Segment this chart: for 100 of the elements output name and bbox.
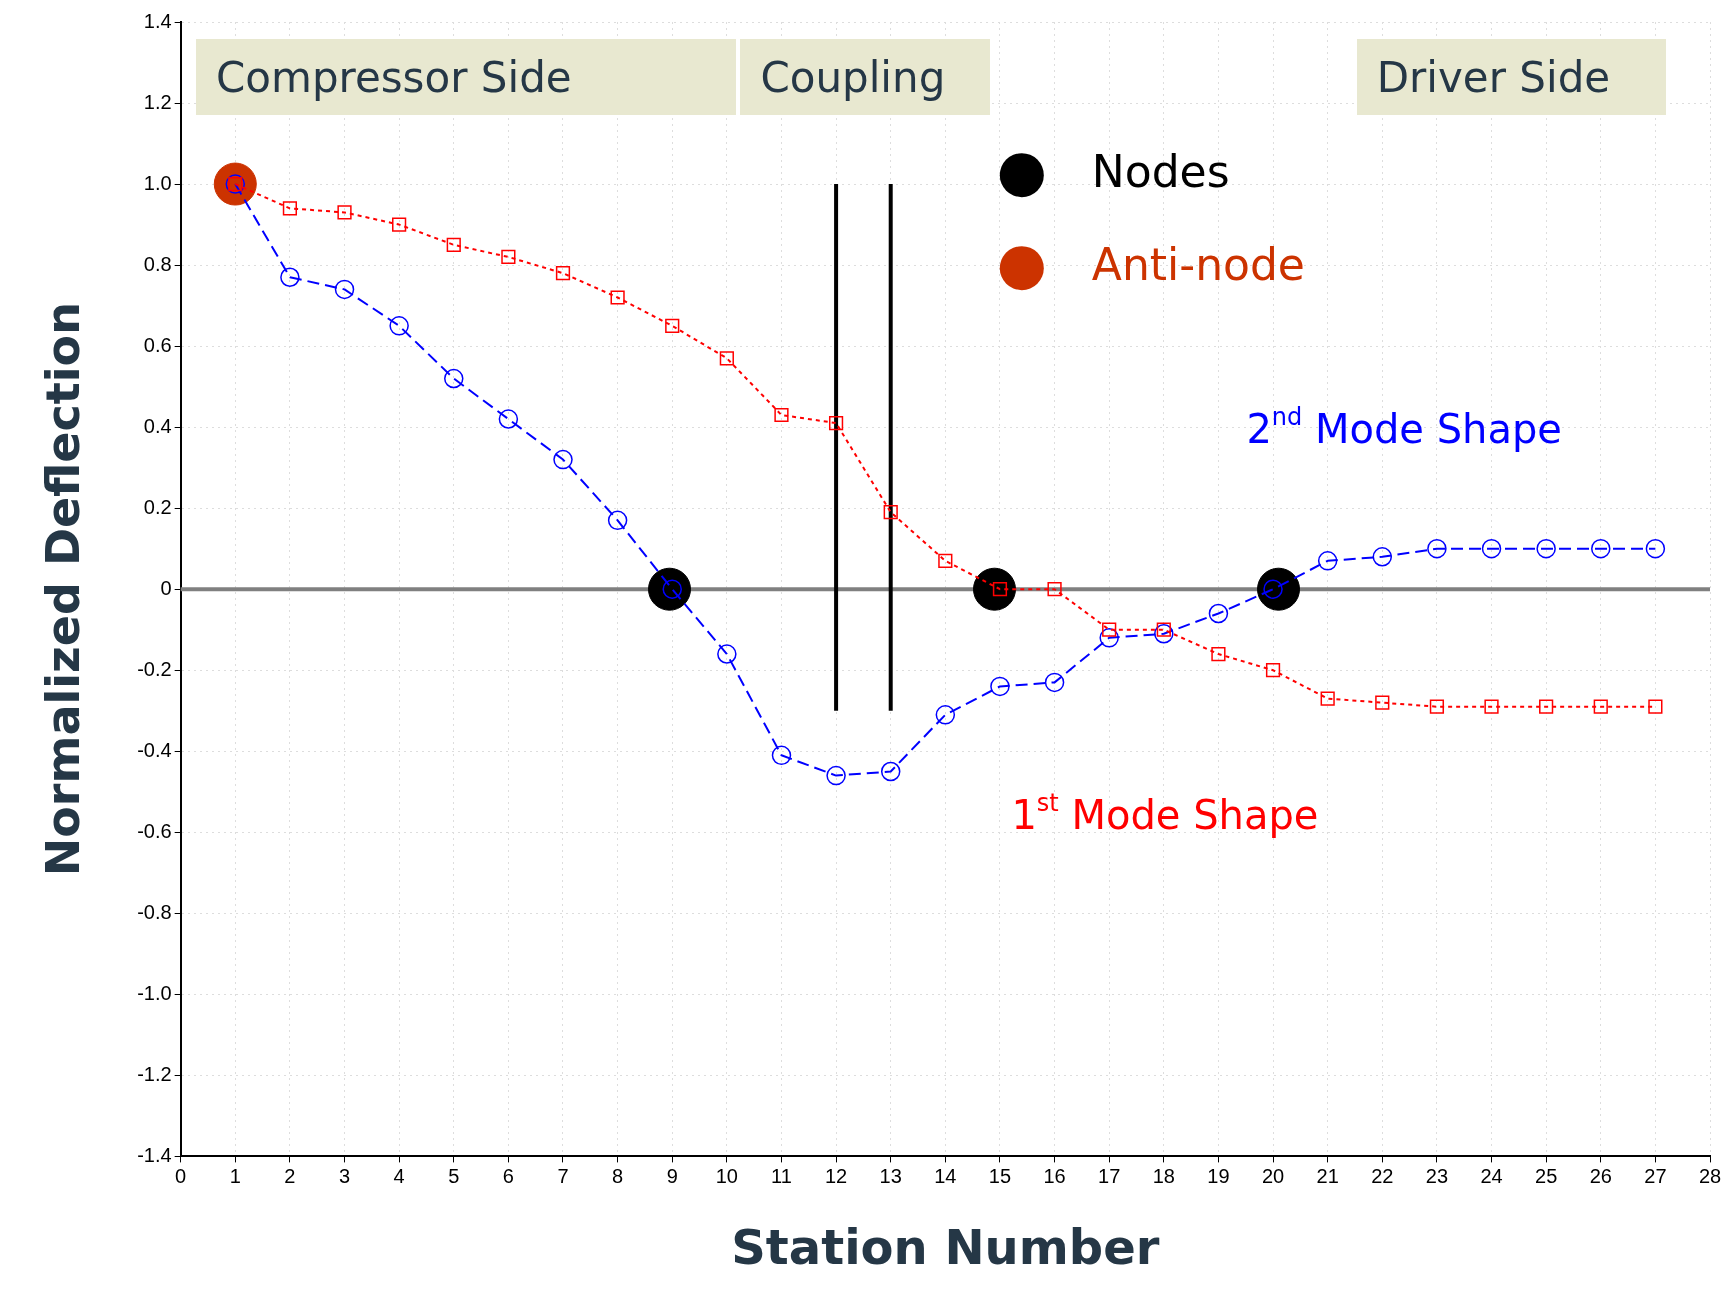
x-tick-label: 26: [1589, 1164, 1612, 1187]
x-tick-label: 0: [175, 1164, 187, 1187]
x-tick-label: 3: [338, 1164, 351, 1187]
x-tick-label: 2: [284, 1164, 296, 1187]
point: [1257, 567, 1301, 611]
x-tick-label: 14: [934, 1164, 957, 1187]
legend-label: Anti-node: [1091, 238, 1305, 290]
point: [774, 407, 789, 423]
point: [771, 745, 792, 766]
legend-label: Nodes: [1091, 145, 1230, 197]
point: [337, 205, 352, 220]
x-tick-label: 1: [229, 1164, 241, 1187]
point: [1648, 699, 1663, 714]
point: [880, 761, 901, 782]
x-tick-label: 5: [448, 1164, 460, 1187]
point: [1102, 622, 1117, 637]
y-axis-title: Normalized Deflection: [35, 302, 90, 877]
point: [610, 290, 625, 305]
point: [446, 237, 461, 252]
x-tick-label: 21: [1316, 1164, 1339, 1187]
point: [282, 201, 298, 216]
point: [334, 279, 355, 300]
point: [719, 351, 734, 366]
x-tick-label: 25: [1535, 1164, 1558, 1187]
y-tick-label: 1.0: [143, 171, 172, 194]
point: [607, 510, 628, 531]
point: [555, 266, 571, 281]
point: [444, 368, 464, 389]
y-tick-label: 0.8: [143, 252, 172, 275]
x-tick-label: 27: [1644, 1164, 1667, 1187]
point: [826, 765, 846, 786]
point: [938, 553, 953, 568]
point: [665, 318, 680, 333]
label-panel: Driver Side: [1356, 39, 1666, 115]
point: [553, 449, 573, 470]
point: [1044, 672, 1065, 693]
y-tick-label: 0.6: [143, 333, 172, 356]
x-tick-label: 17: [1098, 1164, 1121, 1187]
x-tick-label: 28: [1698, 1164, 1722, 1187]
point: [883, 505, 898, 520]
label-panel: Compressor Side: [195, 39, 736, 115]
y-tick-label: 0: [160, 576, 172, 599]
y-tick-label: -1.4: [137, 1143, 172, 1166]
point: [392, 217, 407, 232]
x-tick-label: 19: [1207, 1164, 1230, 1187]
point: [1211, 646, 1226, 662]
y-tick-label: 0.2: [143, 495, 172, 518]
annotation: Compressor Side: [215, 52, 572, 102]
point: [935, 705, 956, 725]
point: [1320, 691, 1335, 706]
point: [1591, 538, 1611, 559]
x-tick-label: 23: [1425, 1164, 1449, 1187]
point: [1047, 582, 1062, 597]
y-tick-label: -0.4: [137, 738, 172, 761]
x-tick-label: 4: [393, 1164, 405, 1187]
x-tick-label: 12: [824, 1164, 848, 1187]
y-tick-label: -0.2: [137, 657, 172, 680]
point: [990, 676, 1010, 697]
x-tick-label: 22: [1371, 1164, 1394, 1187]
y-tick-label: -1.0: [137, 981, 172, 1004]
point: [501, 249, 516, 265]
point: [1317, 551, 1338, 571]
point: [1481, 538, 1502, 559]
point: [828, 415, 844, 431]
x-axis-title: Station Number: [731, 1218, 1160, 1275]
point: [1265, 663, 1281, 678]
point: [280, 267, 300, 287]
point: [1536, 538, 1556, 559]
point: [1593, 699, 1608, 714]
x-tick-label: 20: [1261, 1164, 1285, 1187]
point: [1372, 547, 1393, 567]
point: [1484, 699, 1499, 714]
point: [717, 644, 737, 664]
x-tick-label: 16: [1043, 1164, 1066, 1187]
annotation: Coupling: [760, 52, 946, 102]
y-tick-label: -0.8: [137, 900, 172, 923]
point: [1645, 538, 1666, 559]
point: [1427, 538, 1447, 559]
x-tick-label: 11: [771, 1164, 792, 1187]
point: [972, 567, 1016, 611]
point: [1429, 699, 1445, 714]
x-tick-label: 10: [715, 1164, 738, 1187]
point: [1099, 628, 1119, 648]
x-tick-label: 18: [1152, 1164, 1175, 1187]
y-tick-label: 1.2: [143, 90, 172, 113]
point: [648, 567, 692, 611]
point: [1375, 695, 1390, 710]
point: [1539, 699, 1554, 714]
y-tick-label: 1.4: [143, 9, 172, 32]
point: [1208, 603, 1229, 624]
x-tick-label: 9: [666, 1164, 678, 1187]
x-tick-label: 13: [879, 1164, 902, 1187]
x-tick-label: 15: [988, 1164, 1012, 1187]
point: [498, 409, 519, 429]
x-tick-label: 8: [612, 1164, 624, 1187]
label-panel: Coupling: [740, 39, 990, 115]
point: [1154, 624, 1174, 644]
annotation: Driver Side: [1376, 52, 1611, 102]
x-tick-label: 6: [502, 1164, 514, 1187]
x-tick-label: 24: [1480, 1164, 1503, 1187]
